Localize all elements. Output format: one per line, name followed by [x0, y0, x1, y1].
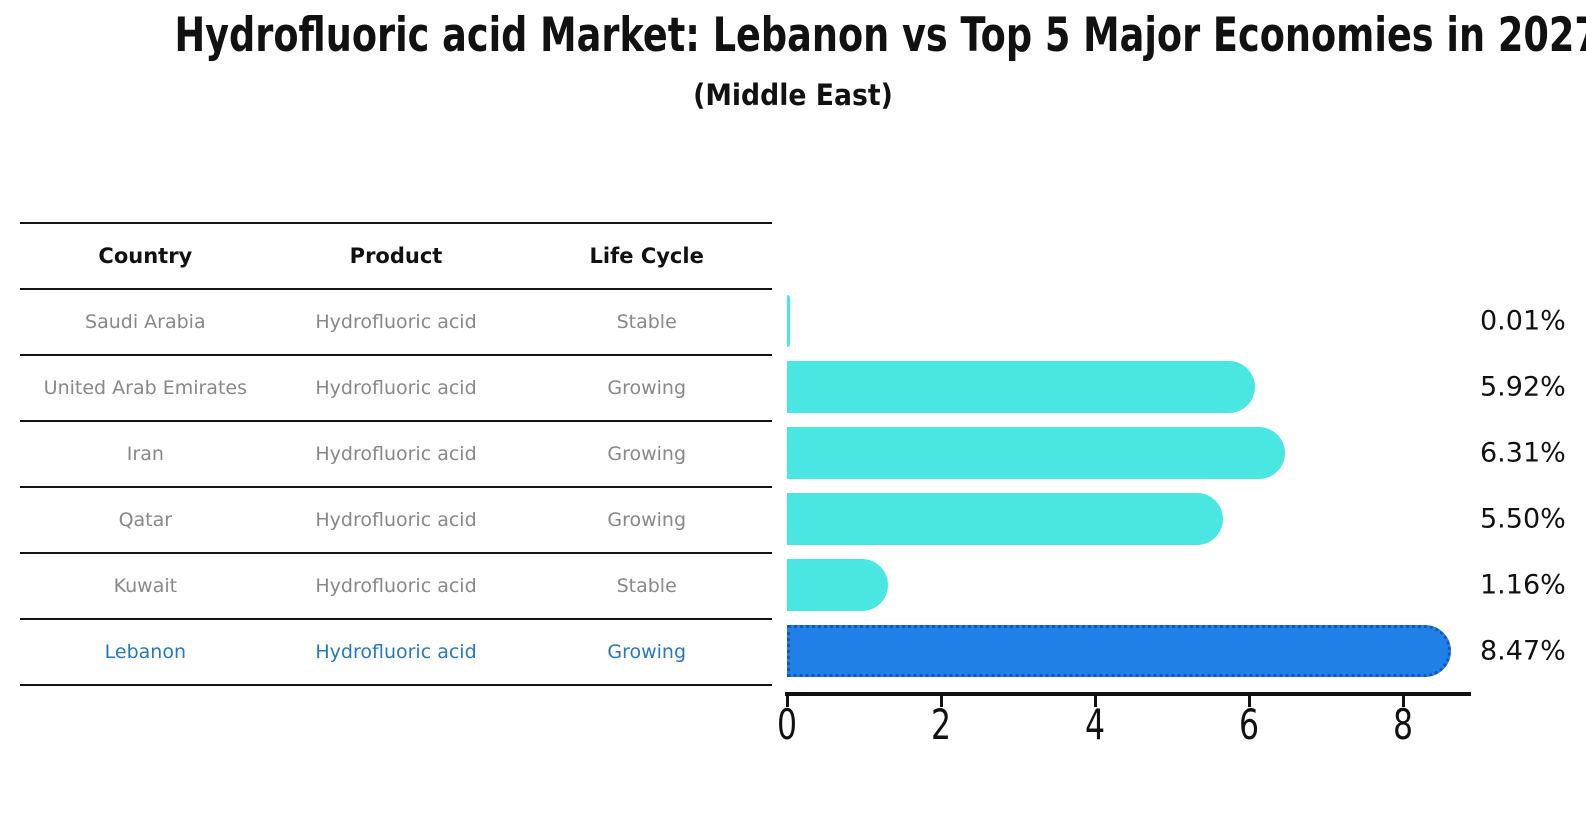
bar — [787, 427, 1285, 479]
lifecycle-cell: Growing — [607, 377, 687, 399]
lifecycle-cell: Stable — [616, 311, 677, 333]
x-axis-tick — [939, 696, 943, 707]
country-cell: Saudi Arabia — [85, 311, 206, 333]
bar — [787, 361, 1255, 413]
x-axis-tick-label: 8 — [1392, 700, 1414, 749]
bar-value-label: 0.01% — [1480, 305, 1566, 337]
table-row: Lebanon Hydrofluoric acid Growing — [20, 618, 772, 684]
table-row: Saudi Arabia Hydrofluoric acid Stable — [20, 288, 772, 354]
x-axis-tick-label: 2 — [930, 700, 952, 749]
chart-title: Hydrofluoric acid Market: Lebanon vs Top… — [174, 8, 1586, 63]
country-cell: Kuwait — [113, 575, 178, 597]
product-cell: Hydrofluoric acid — [315, 641, 477, 663]
product-cell: Hydrofluoric acid — [315, 443, 477, 465]
x-axis-tick-label: 0 — [776, 700, 798, 749]
x-axis-tick — [785, 696, 789, 707]
table-row: Iran Hydrofluoric acid Growing — [20, 420, 772, 486]
lifecycle-cell: Growing — [607, 443, 687, 465]
country-cell: Iran — [126, 443, 164, 465]
country-column-header: Country — [98, 244, 193, 268]
bar-value-label: 8.47% — [1480, 635, 1566, 667]
bar-value-label: 1.16% — [1480, 569, 1566, 601]
x-axis-tick — [1247, 696, 1251, 707]
table-row: Qatar Hydrofluoric acid Growing — [20, 486, 772, 552]
x-axis-line — [785, 692, 1471, 696]
country-cell: Qatar — [118, 509, 173, 531]
product-cell: Hydrofluoric acid — [315, 377, 477, 399]
chart-subtitle: (Middle East) — [693, 78, 893, 112]
bar-value-label: 5.92% — [1480, 371, 1566, 403]
bar — [787, 625, 1452, 677]
x-axis-tick — [1401, 696, 1405, 707]
product-cell: Hydrofluoric acid — [315, 509, 477, 531]
bar-value-label: 5.50% — [1480, 503, 1566, 535]
bar — [787, 559, 889, 611]
lifecycle-cell: Stable — [616, 575, 677, 597]
lifecycle-column-header: Life Cycle — [589, 244, 704, 268]
table-row: United Arab Emirates Hydrofluoric acid G… — [20, 354, 772, 420]
product-cell: Hydrofluoric acid — [315, 311, 477, 333]
bar — [787, 295, 790, 347]
x-axis-tick — [1093, 696, 1097, 707]
country-cell: United Arab Emirates — [43, 377, 247, 399]
x-axis-tick-label: 4 — [1084, 700, 1106, 749]
bar-value-label: 6.31% — [1480, 437, 1566, 469]
product-column-header: Product — [349, 244, 443, 268]
country-cell: Lebanon — [104, 641, 187, 663]
x-axis-tick-label: 6 — [1238, 700, 1260, 749]
table-header-row: Country Product Life Cycle — [20, 222, 772, 288]
table-row: Kuwait Hydrofluoric acid Stable — [20, 552, 772, 618]
lifecycle-cell: Growing — [607, 641, 687, 663]
product-cell: Hydrofluoric acid — [315, 575, 477, 597]
lifecycle-cell: Growing — [607, 509, 687, 531]
summary-table: Country Product Life Cycle Saudi Arabia … — [20, 222, 772, 686]
bar — [787, 493, 1223, 545]
